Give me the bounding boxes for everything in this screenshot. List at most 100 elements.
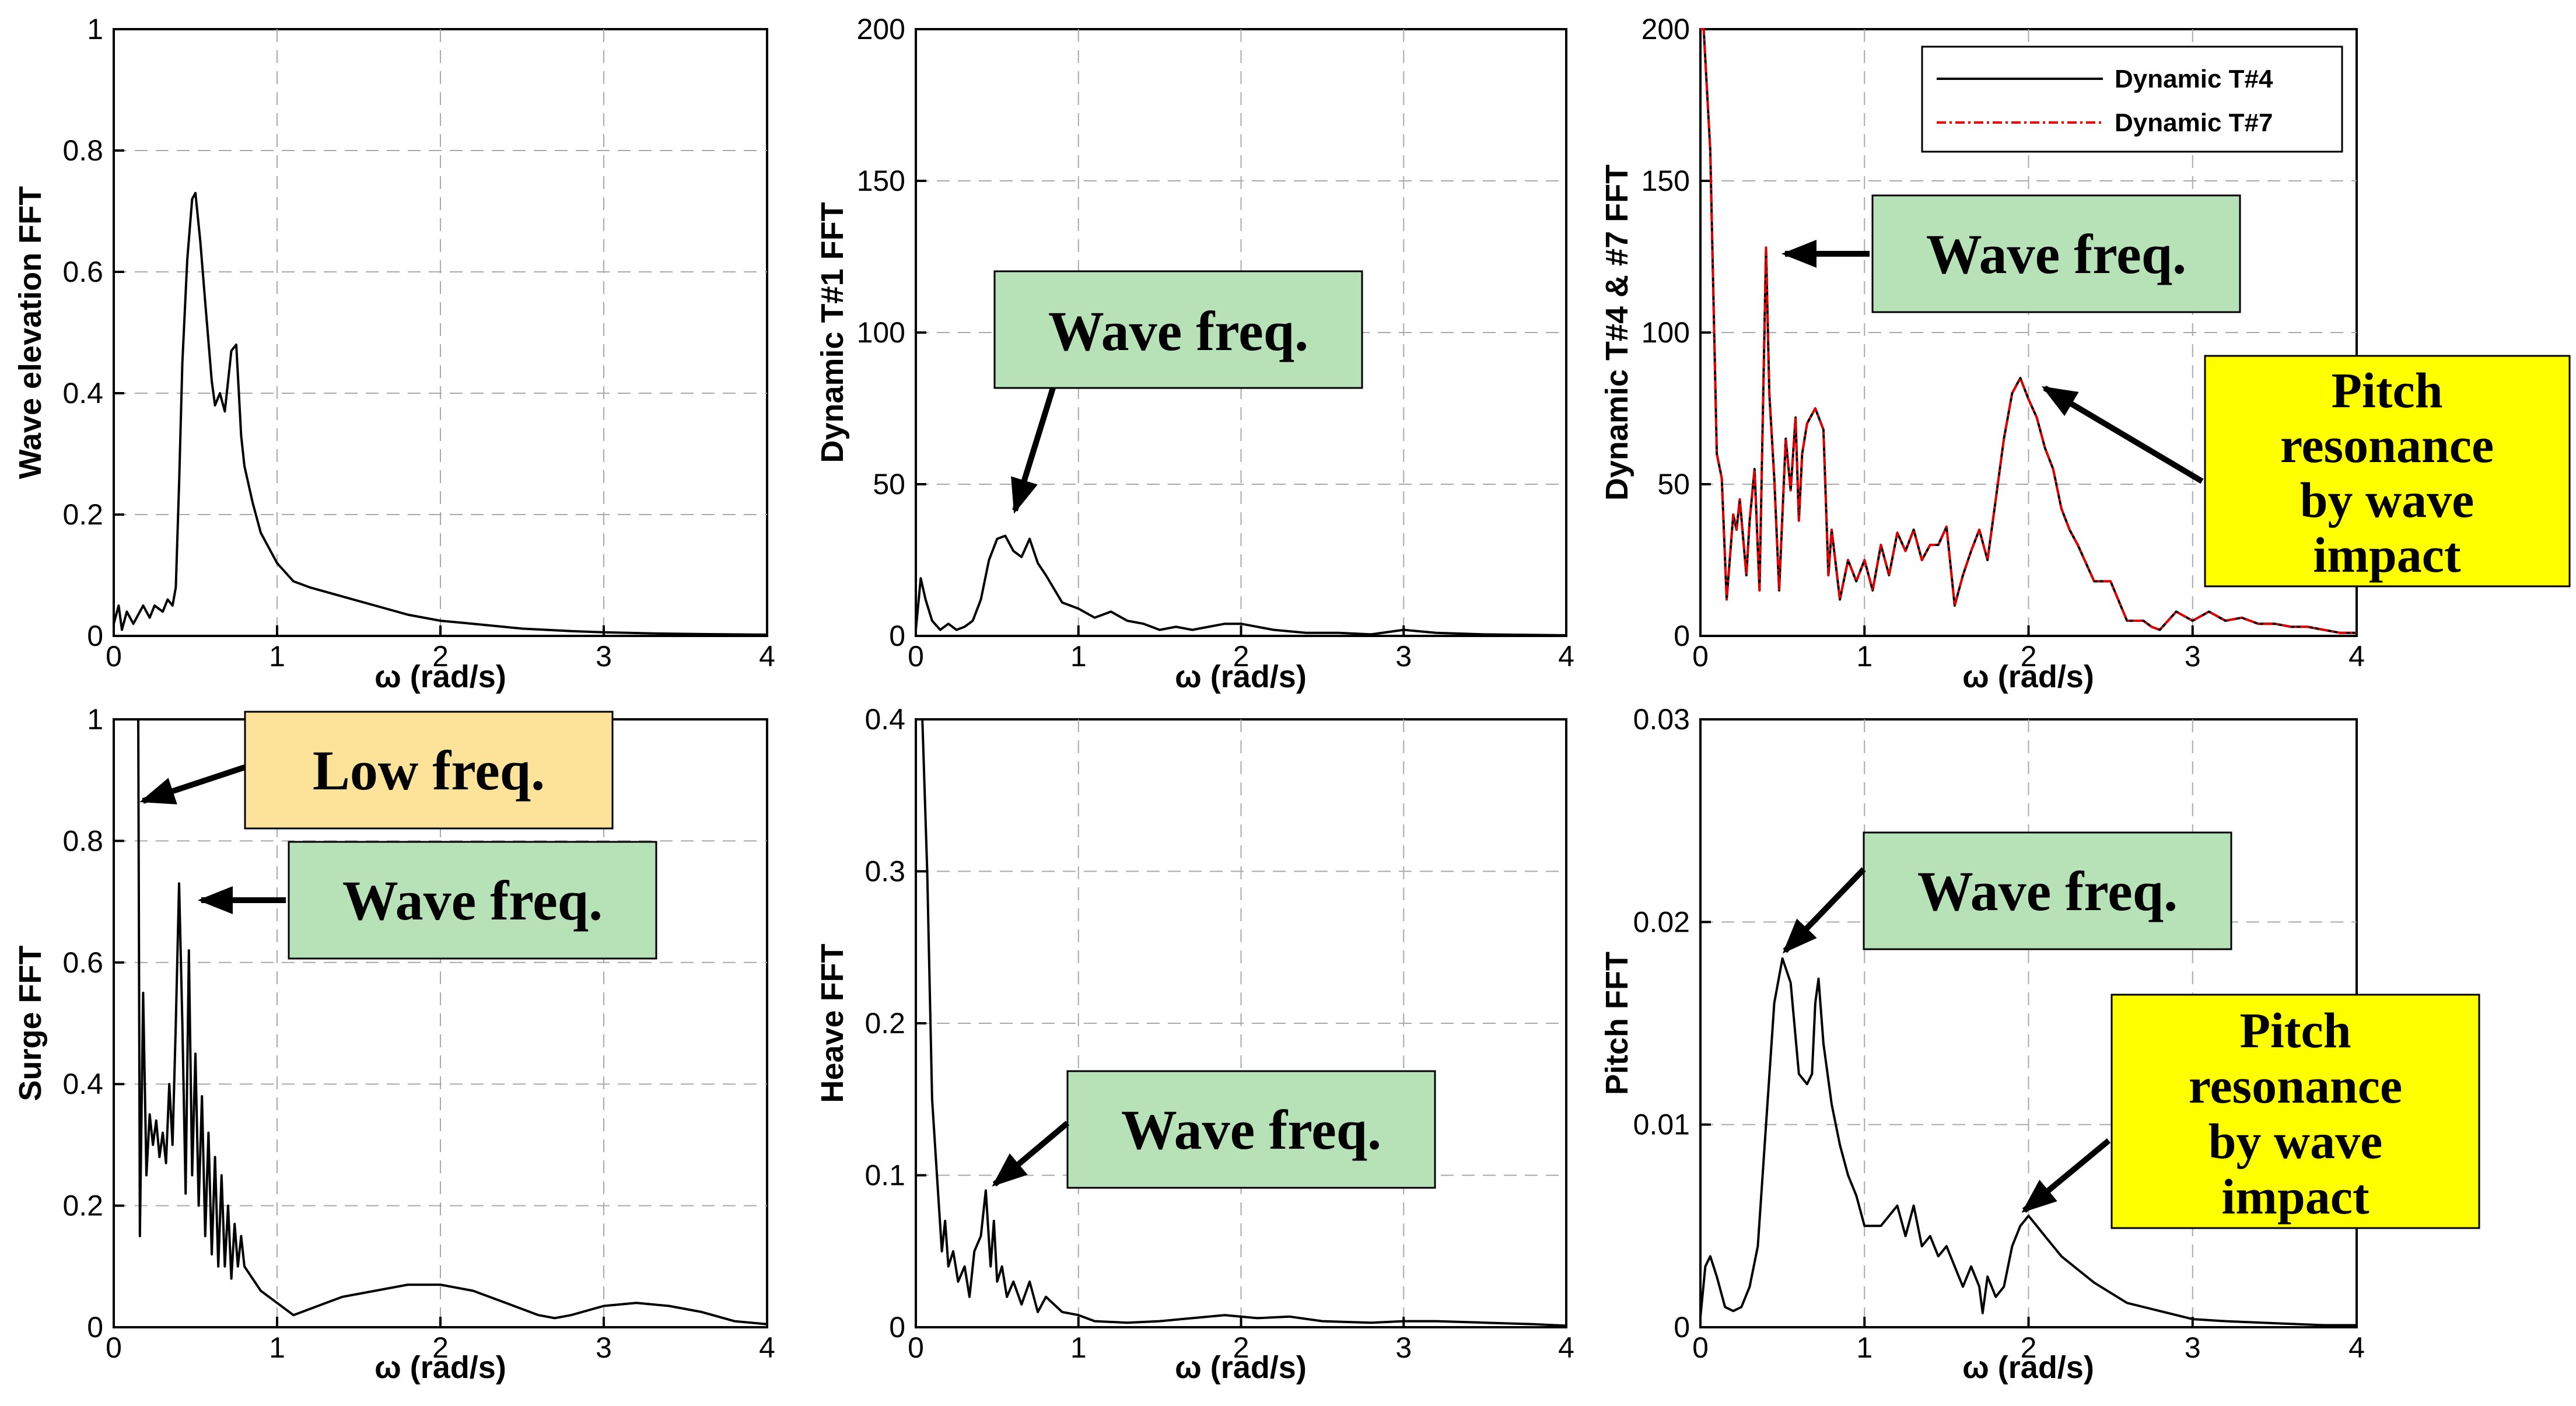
x-tick-label: 3: [1395, 1331, 1412, 1364]
ticks: 0 1 2 3 4 0 0.2 0.4 0.6 0.8 1: [62, 13, 775, 673]
ticks: 0 1 2 3 4 0 50 100 150 200: [1642, 13, 2365, 673]
panel-dynamic-t4-t7: 0 1 2 3 4 0 50 100 150 200 ω (rad/s) Dynamic T#4 …: [1600, 13, 2571, 694]
ticks: 0 1 2 3 4 0 0.01 0.02 0.03: [1633, 703, 2365, 1364]
callout-line-2: resonance: [2280, 417, 2494, 473]
legend-label-t7: Dynamic T#7: [2115, 109, 2273, 137]
callout-wave-freq: Wave freq.: [993, 270, 1363, 514]
callout-line-1: Pitch: [2239, 1002, 2351, 1058]
y-tick-label: 0.4: [62, 1068, 103, 1100]
ticks: 0 1 2 3 4 0 0.2 0.4 0.6 0.8 1: [62, 703, 775, 1364]
y-tick-label: 0.01: [1633, 1108, 1690, 1141]
series-line: [1699, 957, 2357, 1327]
ticks: 0 1 2 3 4 0 0.1 0.2 0.3 0.4: [864, 703, 1574, 1364]
callout-box: [1871, 194, 2241, 313]
callout-box: [1066, 1070, 1436, 1189]
callout-box: [993, 270, 1363, 389]
series-line: [137, 719, 768, 1325]
series-line: [915, 534, 1567, 636]
x-tick-label: 4: [759, 640, 775, 673]
x-tick-label: 3: [2185, 640, 2201, 673]
callout-arrow: [139, 764, 246, 805]
callout-box: [2204, 355, 2571, 587]
series-line: [917, 718, 1567, 1327]
panel-surge: 0 1 2 3 400.20.40.60.81 ω (rad/s) Surge FFT …: [13, 703, 775, 1385]
series: [113, 191, 768, 636]
y-axis-label: Wave elevation FFT: [13, 186, 48, 479]
y-axis-label: Pitch FFT: [1600, 952, 1634, 1095]
x-tick-label: 0: [106, 640, 122, 673]
y-tick-label: 150: [1642, 165, 1690, 197]
x-tick-label: 4: [1558, 1331, 1574, 1364]
x-tick-label: 3: [596, 1331, 612, 1364]
y-axis-label: Surge FFT: [13, 945, 48, 1101]
y-tick-label: 0: [87, 620, 103, 652]
x-tick-label: 2: [2021, 1331, 2037, 1364]
series: [1699, 957, 2357, 1327]
y-tick-label: 100: [1642, 316, 1690, 349]
legend: Dynamic T#4 Dynamic T#7: [1921, 46, 2343, 153]
x-tick-label: 4: [2348, 1331, 2365, 1364]
series: [137, 719, 768, 1325]
callout-arrow: [1782, 867, 1866, 954]
callout-label: Wave freq.: [1917, 860, 2178, 922]
callout-label: Low freq.: [313, 739, 545, 802]
callout-arrow: [2021, 1138, 2111, 1213]
x-axis-label: ω (rad/s): [1962, 659, 2094, 694]
y-tick-label: 0: [87, 1311, 103, 1344]
y-tick-label: 0: [889, 620, 905, 652]
panel-dynamic-t1: 0 1 2 3 4 0 50 100 150 200 ω (rad/s) Dynamic T#1 …: [815, 13, 1574, 694]
y-tick-label: 0: [889, 1311, 905, 1344]
x-tick-label: 0: [908, 640, 924, 673]
y-tick-label: 50: [873, 468, 905, 501]
series-line: [1700, 28, 2357, 634]
callout-low-freq: Low freq.: [139, 711, 614, 830]
x-axis-label: ω (rad/s): [374, 659, 506, 694]
x-tick-label: 1: [1856, 1331, 1873, 1364]
x-axis-label: ω (rad/s): [1175, 659, 1307, 694]
x-tick-label: 0: [106, 1331, 122, 1364]
x-tick-label: 0: [1692, 1331, 1709, 1364]
callout-box: [288, 841, 657, 960]
y-tick-label: 0.03: [1633, 703, 1690, 736]
y-axis-label: Dynamic T#4 & #7 FFT: [1600, 165, 1634, 501]
y-tick-label: 0.4: [864, 703, 905, 736]
callout-line-4: impact: [2221, 1169, 2370, 1225]
x-tick-label: 4: [2348, 640, 2365, 673]
legend-label-t4: Dynamic T#4: [2115, 65, 2273, 93]
series: [915, 534, 1567, 636]
y-tick-label: 0.2: [62, 1190, 103, 1222]
callout-pitch-resonance: Pitch resonance by wave impact: [2021, 994, 2480, 1229]
x-tick-label: 4: [759, 1331, 775, 1364]
callout-line-4: impact: [2313, 527, 2461, 583]
y-tick-label: 1: [87, 703, 103, 736]
callout-box: [2110, 994, 2480, 1229]
callout-label: Wave freq.: [1048, 300, 1308, 362]
grid: [114, 29, 767, 636]
callout-label: Wave freq.: [1926, 223, 2186, 285]
callout-label: Wave freq.: [342, 869, 603, 932]
y-tick-label: 0.8: [62, 134, 103, 167]
y-tick-label: 0.1: [864, 1159, 905, 1192]
callout-box: [1863, 831, 2232, 950]
callout-wave-freq: Wave freq.: [992, 1070, 1436, 1189]
callout-arrow: [1011, 387, 1056, 514]
x-tick-label: 1: [269, 1331, 285, 1364]
y-tick-label: 0.6: [62, 946, 103, 979]
grid: [916, 719, 1566, 1327]
x-tick-label: 2: [1233, 640, 1250, 673]
callout-label: Wave freq.: [1121, 1099, 1381, 1161]
legend-box: [1921, 46, 2343, 153]
x-tick-label: 2: [432, 1331, 449, 1364]
y-tick-label: 0.2: [864, 1007, 905, 1040]
series: [1700, 28, 2357, 634]
callout-wave-freq: Wave freq.: [1782, 831, 2232, 954]
callout-wave-freq: Wave freq.: [1782, 194, 2241, 313]
y-tick-label: 0: [1674, 1311, 1690, 1344]
x-tick-label: 0: [1692, 640, 1709, 673]
x-tick-label: 2: [432, 640, 449, 673]
x-tick-label: 2: [1233, 1331, 1250, 1364]
callout-arrow: [992, 1121, 1070, 1187]
ticks: 0 1 2 3 4 0 50 100 150 200: [857, 13, 1574, 673]
y-tick-label: 0: [1674, 620, 1690, 652]
